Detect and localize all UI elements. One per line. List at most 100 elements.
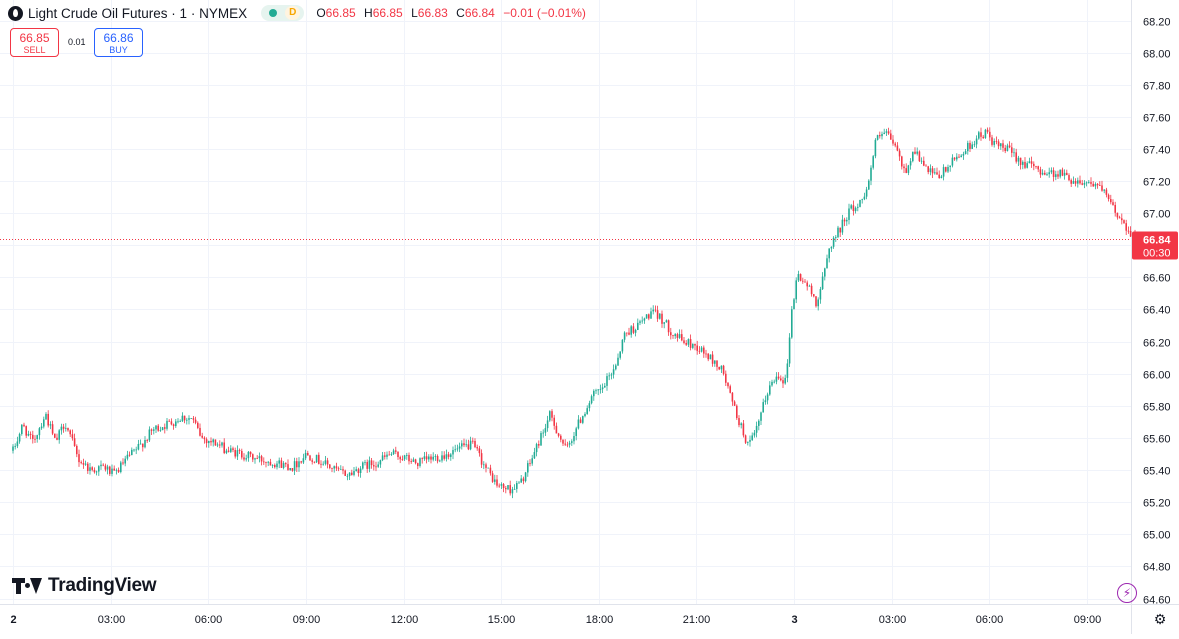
candle-body [802,280,804,282]
candle-body [252,454,254,460]
candle-body [685,343,687,345]
price-tick-label: 66.40 [1143,305,1171,317]
candle-body [18,434,21,442]
candle-body [942,167,945,177]
status-indicators[interactable]: D [261,5,305,21]
candle-body [1055,174,1057,177]
candle-body [949,165,951,168]
candle-body [1114,204,1116,213]
symbol-title[interactable]: Light Crude Oil Futures · 1 · NYMEX [28,5,248,21]
candle-body [395,450,397,452]
candle-body [355,469,357,472]
candle-body [527,463,529,473]
candle-body [227,450,230,452]
candle-body [212,439,214,443]
candle-body [989,131,991,138]
candle-body [186,419,188,421]
candle-body [795,280,797,300]
candle-body [298,461,300,468]
candle-body [390,454,393,455]
candle-body [835,237,837,238]
time-tick-label: 3 [791,614,797,626]
candle-body [265,462,267,463]
candle-body [705,353,707,355]
candle-body [544,428,547,433]
candle-body [716,360,718,367]
candle-body [925,165,927,167]
buy-label: BUY [109,45,128,55]
last-price-value: 66.84 [1143,235,1171,247]
candle-body [445,454,448,459]
candle-body [1004,147,1006,152]
low-value: 66.83 [417,6,448,20]
buy-button[interactable]: 66.86 BUY [94,28,143,57]
candle-body [243,457,245,460]
candle-body [568,442,571,445]
gear-icon[interactable]: ⚙ [1153,610,1167,627]
candle-body [1002,143,1004,148]
candle-body [1044,172,1046,175]
candle-body [553,417,555,426]
price-axis[interactable]: 68.2068.0067.8067.6067.4067.2067.0066.80… [1143,17,1171,607]
candle-body [738,418,740,426]
candle-body [1017,157,1020,162]
candle-body [846,219,848,222]
candle-body [938,174,940,178]
candle-body [456,448,459,450]
candle-body [608,375,610,377]
candle-body [993,140,995,145]
lightning-bolt-icon[interactable]: ⚡ [1117,583,1137,603]
candle-body [597,389,599,391]
candle-body [159,430,162,431]
candle-body [692,343,694,348]
candle-body [771,381,773,386]
candle-body [496,479,498,486]
candle-body [740,423,742,426]
candle-body [861,199,863,201]
candle-body [1000,143,1002,147]
candle-body [388,454,390,456]
candle-body [751,435,753,440]
oil-drop-icon[interactable] [8,5,23,21]
candle-body [58,430,60,440]
candle-body [384,455,386,457]
candle-body [571,441,573,443]
candle-body [463,443,465,446]
tradingview-logo[interactable]: TradingView [12,575,157,597]
candle-body [340,469,342,470]
candle-body [377,464,379,467]
candle-body [678,334,681,338]
candle-body [379,460,382,465]
time-axis[interactable]: 2 03:00 06:00 09:00 12:00 15:00 18:00 21:00 3 03:… [10,614,1101,626]
candle-body [696,345,698,351]
candle-body [1046,174,1048,176]
candle-body [386,454,388,457]
candle-body [256,458,258,459]
candle-body [588,403,591,409]
candle-body [62,426,65,429]
candle-body [630,326,632,335]
candle-body [71,434,74,439]
candle-body [742,423,745,436]
candle-body [747,441,749,443]
candle-body [1112,202,1114,205]
last-price-label: 66.84 00:30 [1132,231,1178,260]
sell-button[interactable]: 66.85 SELL [10,28,59,57]
candle-body [474,441,476,448]
candle-body [238,450,241,451]
time-tick-label: 03:00 [879,614,907,626]
candle-body [551,411,553,418]
candle-body [67,427,69,431]
candle-body [423,456,426,459]
candle-body [392,450,395,455]
candle-body [560,435,562,440]
candle-body [324,460,327,464]
candle-body [197,422,199,428]
candle-body [483,464,485,466]
candles [12,127,1136,499]
candle-body [1061,169,1064,176]
candle-body [1052,170,1055,177]
candle-body [916,151,918,154]
